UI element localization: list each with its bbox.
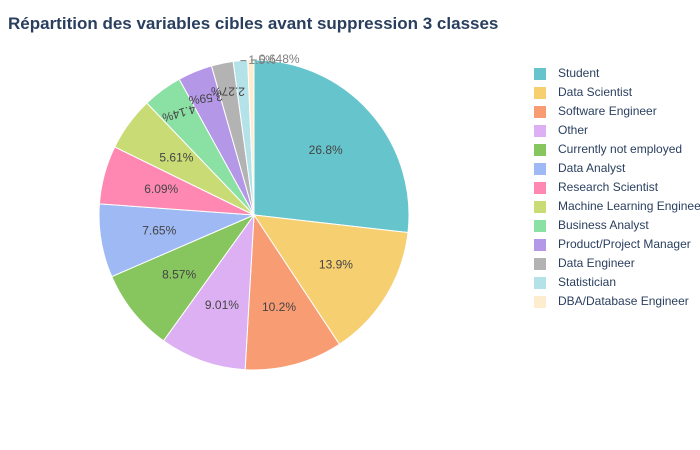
legend-label: Currently not employed (558, 142, 682, 156)
legend-item-currently-not-employed[interactable]: Currently not employed (534, 142, 682, 156)
legend-swatch (534, 258, 546, 270)
pie-slice-software-engineer[interactable] (244, 213, 341, 371)
legend-swatch (534, 220, 546, 232)
pie-slices (98, 59, 410, 371)
legend-swatch (534, 277, 546, 289)
legend-label: Data Analyst (558, 161, 626, 175)
slice-label-data-scientist: 13.9% (319, 257, 353, 271)
legend-item-research-scientist[interactable]: Research Scientist (534, 180, 659, 194)
legend-label: Other (558, 123, 588, 137)
legend: Student Data Scientist Software Engineer Ot… (534, 66, 700, 308)
slice-label-software-engineer: 10.2% (262, 300, 296, 314)
slice-label-research-scientist: 6.09% (144, 182, 178, 196)
legend-swatch (534, 239, 546, 251)
legend-swatch (534, 201, 546, 213)
pie-slice-student[interactable] (253, 59, 410, 234)
slice-label-data-engineer: 2.27% (211, 84, 246, 98)
legend-swatch (534, 163, 546, 175)
legend-swatch (534, 144, 546, 156)
legend-label: Data Engineer (558, 256, 635, 270)
legend-label: Data Scientist (558, 85, 633, 99)
legend-item-student[interactable]: Student (534, 66, 600, 80)
pie-slice-data-scientist[interactable] (252, 214, 409, 346)
legend-swatch (534, 125, 546, 137)
legend-item-data-engineer[interactable]: Data Engineer (534, 256, 635, 270)
legend-label: Product/Project Manager (558, 237, 691, 251)
legend-label: Machine Learning Engineer (558, 199, 700, 213)
legend-item-dba-database-engineer[interactable]: DBA/Database Engineer (534, 294, 689, 308)
legend-item-data-analyst[interactable]: Data Analyst (534, 161, 626, 175)
slice-label-data-analyst: 7.65% (142, 223, 176, 237)
slice-label-student: 26.8% (309, 143, 343, 157)
legend-label: Student (558, 66, 600, 80)
slice-label-currently-not-employed: 8.57% (162, 267, 196, 281)
slice-label-other: 9.01% (205, 298, 239, 312)
legend-swatch (534, 106, 546, 118)
legend-label: DBA/Database Engineer (558, 294, 689, 308)
legend-swatch (534, 68, 546, 80)
legend-item-other[interactable]: Other (534, 123, 588, 137)
legend-item-machine-learning-engineer[interactable]: Machine Learning Engineer (534, 199, 700, 213)
pie-slice-currently-not-employed[interactable] (111, 213, 256, 342)
slice-label-statistician: 1.5% (248, 53, 276, 67)
legend-item-statistician[interactable]: Statistician (534, 275, 616, 289)
legend-item-business-analyst[interactable]: Business Analyst (534, 218, 649, 232)
legend-label: Research Scientist (558, 180, 659, 194)
slice-label-machine-learning-engineer: 5.61% (159, 150, 193, 164)
legend-item-data-scientist[interactable]: Data Scientist (534, 85, 633, 99)
pie-slice-other[interactable] (162, 213, 255, 371)
slice-label-dba-database-engineer: 0.648% (259, 52, 300, 66)
legend-label: Business Analyst (558, 218, 649, 232)
legend-label: Statistician (558, 275, 616, 289)
legend-item-software-engineer[interactable]: Software Engineer (534, 104, 657, 118)
legend-label: Software Engineer (558, 104, 657, 118)
legend-swatch (534, 182, 546, 194)
legend-swatch (534, 296, 546, 308)
legend-swatch (534, 87, 546, 99)
legend-item-product-project-manager[interactable]: Product/Project Manager (534, 237, 691, 251)
chart-title: Répartition des variables cibles avant s… (8, 14, 499, 33)
slice-label-product-project-manager: 3.59% (188, 89, 224, 107)
